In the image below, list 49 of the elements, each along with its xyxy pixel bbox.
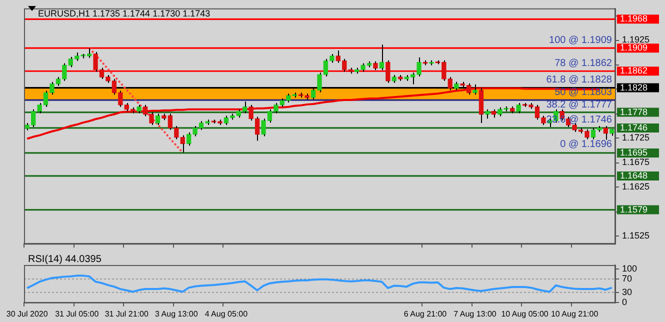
y-tick-label: 0 <box>622 296 628 307</box>
x-tick-label: 10 Aug 05:00 <box>501 309 549 318</box>
annotation: 0 @ 1.1696 <box>560 139 612 150</box>
x-tick-label: 3 Aug 13:00 <box>155 309 198 318</box>
x-tick-label: 4 Aug 05:00 <box>204 309 248 318</box>
y-tick-label: 100 <box>622 263 638 274</box>
x-tick-label: 31 Jul 21:00 <box>104 309 149 318</box>
y-tick-label: 70 <box>622 274 632 284</box>
ref-line-label: 1.1695 <box>620 147 648 158</box>
candlestick <box>136 104 142 114</box>
ref-line-label: 1.1909 <box>620 42 648 53</box>
ref-line-label: 1.1778 <box>620 106 648 117</box>
ref-line-label: 1.1579 <box>620 204 648 214</box>
candlestick <box>379 44 384 71</box>
chart-title: RSI(14) 44.0395 <box>28 254 102 265</box>
candlestick <box>392 74 396 84</box>
x-tick-label: 7 Aug 13:00 <box>454 309 497 318</box>
candlestick <box>398 74 403 82</box>
y-tick-label: 1.1675 <box>622 157 650 168</box>
ref-line-label: 1.1648 <box>620 170 648 180</box>
annotation: 100 @ 1.1909 <box>549 34 612 46</box>
annotation: 61.8 @ 1.1828 <box>546 74 612 86</box>
annotation: 78 @ 1.1862 <box>554 58 612 69</box>
ref-line-label: 1.1862 <box>620 66 648 76</box>
candlestick <box>498 106 502 117</box>
candlestick <box>386 60 390 84</box>
candlestick <box>610 129 614 136</box>
y-tick-label: 1.1625 <box>622 182 650 192</box>
x-tick-label: 31 Jul 05:00 <box>55 309 100 318</box>
line-series <box>88 47 184 154</box>
candlestick <box>510 106 515 114</box>
candlestick <box>485 108 490 120</box>
x-tick-label: 30 Jul 2020 <box>6 309 48 318</box>
x-tick-label: 10 Aug 21:00 <box>550 309 599 318</box>
candlestick <box>373 60 378 71</box>
y-tick-label: 1.1525 <box>622 230 650 241</box>
y-tick-label: 1.1925 <box>622 34 650 45</box>
annotation: 50 @ 1.1803 <box>554 86 612 98</box>
ref-line-label: 1.1746 <box>620 122 648 132</box>
ref-line-label: 1.1828 <box>620 82 648 92</box>
candlestick <box>516 102 521 114</box>
chart-title: EURUSD,H1 1.1735 1.1744 1.1730 1.1743 <box>38 8 210 18</box>
y-tick-label: 1.1725 <box>622 132 650 143</box>
x-tick-label: 6 Aug 21:00 <box>404 309 448 318</box>
annotation: 38.2 @ 1.1777 <box>546 100 612 111</box>
candlestick <box>180 134 185 153</box>
ref-line-label: 1.1968 <box>620 14 648 24</box>
y-tick-label: 30 <box>622 286 632 297</box>
candlestick <box>603 126 608 140</box>
